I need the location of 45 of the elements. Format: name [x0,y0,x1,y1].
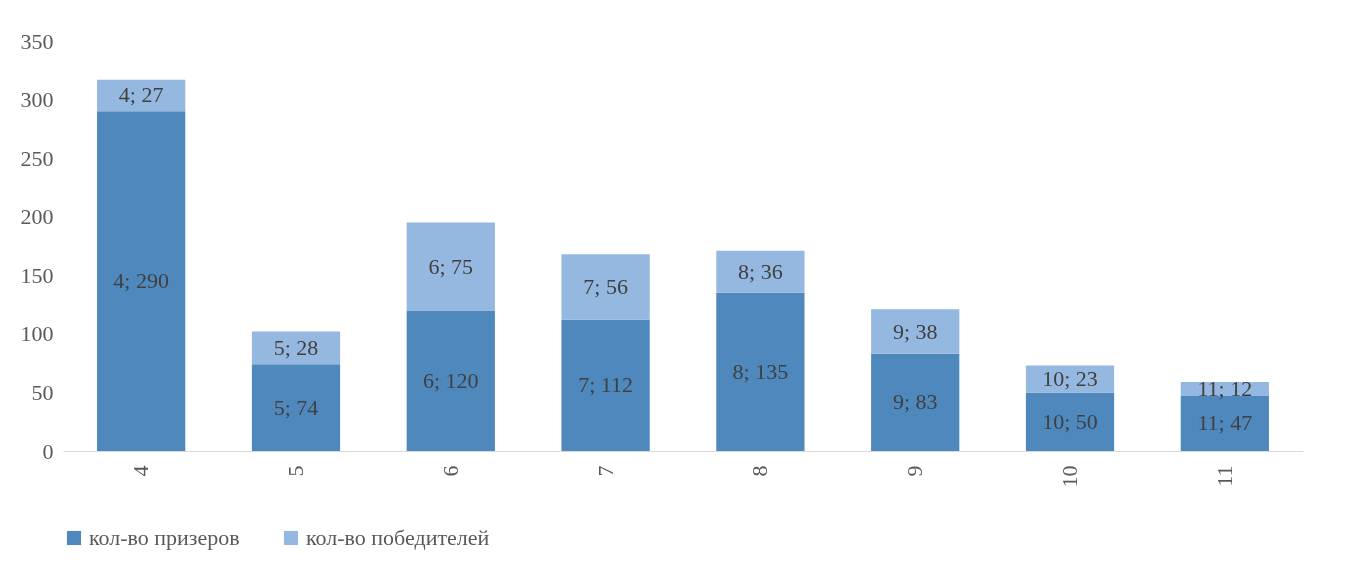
data-label: 5; 74 [273,394,319,420]
x-tick-label: 4 [128,465,154,477]
y-tick-label: 50 [31,379,54,405]
x-tick-label: 11 [1211,465,1237,487]
bar [716,250,805,293]
data-label: 8; 36 [738,258,783,284]
data-label: 4; 290 [113,268,169,294]
x-tick-label: 5 [282,465,308,477]
bar [561,254,650,320]
y-tick-label: 0 [42,438,54,464]
y-tick-label: 150 [20,262,54,288]
data-label: 10; 50 [1042,408,1098,434]
legend-label: кол-во победителей [306,525,490,550]
y-tick-label: 100 [20,321,54,347]
x-tick-label: 10 [1057,465,1083,488]
data-label: 11; 47 [1197,410,1253,436]
data-label: 6; 75 [428,253,474,279]
data-label: 6; 120 [422,367,479,393]
y-tick-label: 300 [20,87,54,113]
x-tick-label: 9 [902,465,928,477]
data-label: 9; 38 [892,318,938,344]
bar [97,111,186,451]
bar [406,310,495,451]
legend-label: кол-во призеров [89,525,240,550]
x-tick-label: 6 [437,465,463,477]
data-label: 10; 23 [1042,365,1098,391]
data-label: 7; 56 [583,274,628,299]
bar [251,364,341,451]
bar [716,292,805,451]
y-tick-label: 200 [20,204,54,230]
data-label: 7; 112 [578,372,633,398]
y-tick-label: 250 [20,145,54,171]
data-label: 4; 27 [118,82,164,108]
bar [871,353,960,451]
x-tick-label: 7 [592,465,618,477]
data-label: 5; 28 [273,334,319,360]
bar [406,222,495,311]
bar [561,319,650,451]
x-tick-label: 8 [747,465,773,477]
data-label: 9; 83 [892,389,938,415]
bar [871,309,960,354]
y-tick-label: 350 [20,28,54,54]
data-label: 11; 12 [1197,375,1253,401]
bar [1025,392,1115,451]
data-label: 8; 135 [732,358,789,384]
